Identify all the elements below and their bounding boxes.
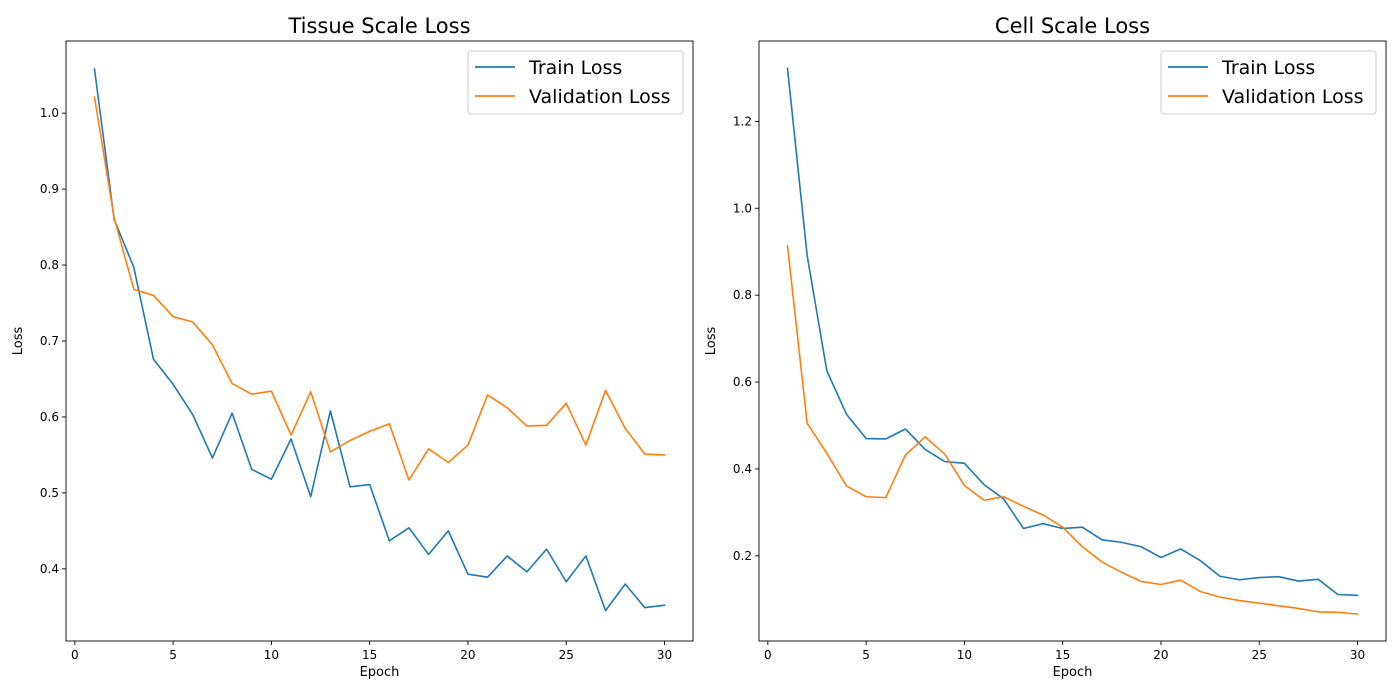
x-tick-label: 5 <box>169 648 177 662</box>
y-tick-label: 0.8 <box>40 258 59 272</box>
legend-label: Validation Loss <box>1222 86 1364 108</box>
plot-frame <box>758 40 1387 642</box>
y-tick-label: 0.9 <box>40 182 59 196</box>
legend-label: Train Loss <box>1221 57 1315 79</box>
y-tick-label: 0.2 <box>733 549 752 563</box>
series-line-validation-loss <box>93 96 666 481</box>
y-axis-label: Loss <box>11 327 26 356</box>
plot-frame <box>65 40 694 642</box>
x-tick-label: 15 <box>362 648 377 662</box>
x-tick-label: 0 <box>764 648 772 662</box>
y-axis-label: Loss <box>704 327 719 356</box>
x-tick-label: 10 <box>957 648 972 662</box>
chart-title: Tissue Scale Loss <box>287 14 470 38</box>
legend-label: Train Loss <box>528 57 622 79</box>
chart-panel-1: Tissue Scale Loss 0 5 10 15 20 25 30 0.4 0.5 0.6 0.… <box>11 14 694 680</box>
x-tick-label: 20 <box>1153 648 1168 662</box>
series-line-train-loss <box>93 68 666 612</box>
x-tick-label: 20 <box>460 648 475 662</box>
chart-title: Cell Scale Loss <box>995 14 1150 38</box>
x-tick-label: 30 <box>657 648 672 662</box>
x-tick-label: 0 <box>71 648 79 662</box>
legend-box <box>1160 50 1377 115</box>
x-tick-label: 25 <box>559 648 574 662</box>
y-tick-label: 1.0 <box>40 106 59 120</box>
y-tick-label: 0.5 <box>40 486 59 500</box>
x-axis-label: Epoch <box>1053 665 1093 680</box>
x-tick-label: 25 <box>1252 648 1267 662</box>
chart-panel-2: Cell Scale Loss 0 5 10 15 20 25 30 0.2 0.4 0.6 0.8 1… <box>704 14 1387 680</box>
legend-box <box>467 50 684 115</box>
y-tick-label: 0.6 <box>40 410 59 424</box>
x-tick-label: 15 <box>1055 648 1070 662</box>
x-tick-label: 30 <box>1350 648 1365 662</box>
y-tick-label: 0.4 <box>40 562 59 576</box>
y-tick-label: 0.7 <box>40 334 59 348</box>
legend: Train Loss Validation Loss <box>467 50 684 115</box>
legend-label: Validation Loss <box>529 86 671 108</box>
x-axis-label: Epoch <box>360 665 400 680</box>
x-tick-label: 5 <box>862 648 870 662</box>
y-tick-label: 0.4 <box>733 462 752 476</box>
series-line-validation-loss <box>786 245 1359 615</box>
series-line-train-loss <box>786 67 1359 597</box>
y-tick-label: 1.2 <box>733 114 752 128</box>
x-tick-label: 10 <box>264 648 279 662</box>
legend: Train Loss Validation Loss <box>1160 50 1377 115</box>
y-tick-label: 1.0 <box>733 201 752 215</box>
y-tick-label: 0.8 <box>733 288 752 302</box>
y-tick-label: 0.6 <box>733 375 752 389</box>
